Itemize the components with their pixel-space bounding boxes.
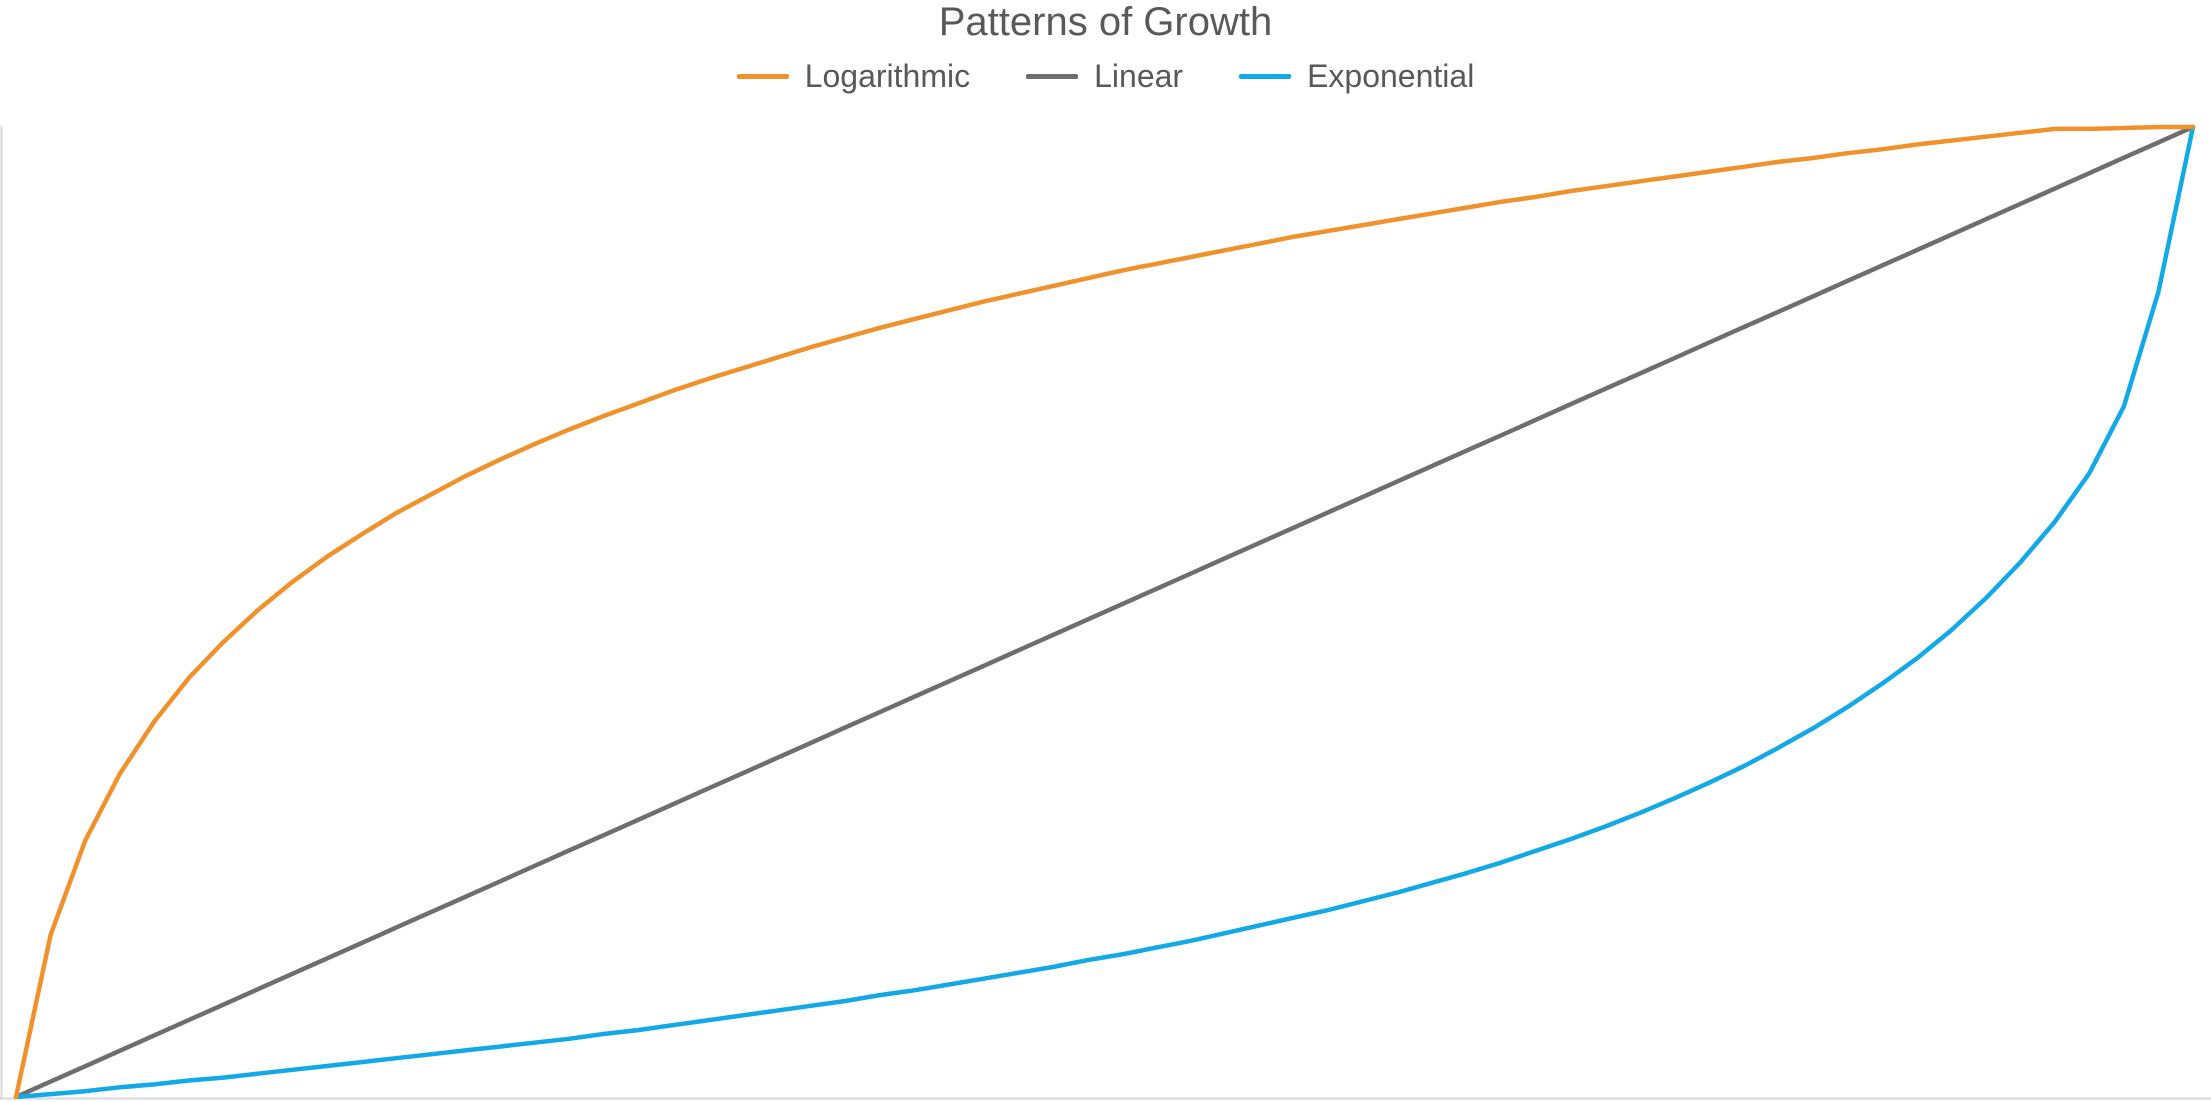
chart-legend: Logarithmic Linear Exponential	[0, 58, 2211, 95]
legend-item-logarithmic[interactable]: Logarithmic	[736, 58, 971, 95]
series-line-exponential[interactable]	[13, 124, 2196, 1100]
legend-swatch-exponential	[1239, 74, 1292, 79]
legend-item-exponential[interactable]: Exponential	[1239, 58, 1474, 95]
legend-swatch-logarithmic	[736, 74, 789, 79]
legend-label-linear: Linear	[1094, 58, 1184, 94]
series-line-logarithmic[interactable]	[13, 124, 2196, 1100]
chart-title: Patterns of Growth	[938, 0, 1273, 44]
legend-swatch-linear	[1026, 74, 1079, 79]
legend-label-exponential: Exponential	[1307, 58, 1475, 94]
series-line-linear[interactable]	[13, 124, 2196, 1100]
series-layer	[13, 124, 2196, 1100]
legend-item-linear[interactable]: Linear	[1026, 58, 1183, 95]
legend-label-logarithmic: Logarithmic	[804, 58, 971, 94]
